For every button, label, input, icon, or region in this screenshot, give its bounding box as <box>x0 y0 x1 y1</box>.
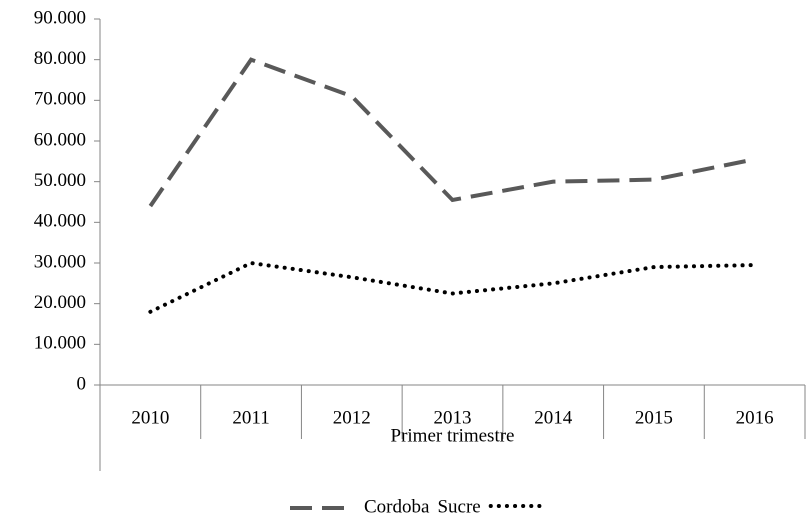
series-line <box>148 260 757 314</box>
x-axis-label: Primer trimestre <box>391 425 515 446</box>
y-tick-label: 30.000 <box>34 251 86 272</box>
y-tick-label: 20.000 <box>34 292 86 313</box>
y-tick-label: 60.000 <box>34 129 86 150</box>
x-tick-label: 2013 <box>434 407 472 428</box>
y-tick-label: 0 <box>77 373 87 394</box>
legend-label: Cordoba <box>364 496 430 517</box>
x-tick-label: 2010 <box>131 407 169 428</box>
y-tick-label: 40.000 <box>34 211 86 232</box>
legend-label: Sucre <box>437 496 480 517</box>
x-tick-label: 2012 <box>333 407 371 428</box>
y-tick-label: 80.000 <box>34 48 86 69</box>
x-tick-label: 2015 <box>635 407 673 428</box>
y-tick-label: 70.000 <box>34 89 86 110</box>
x-tick-label: 2011 <box>232 407 269 428</box>
x-tick-label: 2016 <box>736 407 774 428</box>
y-tick-label: 10.000 <box>34 333 86 354</box>
series-line <box>148 57 756 208</box>
x-tick-label: 2014 <box>534 407 573 428</box>
y-tick-label: 50.000 <box>34 170 86 191</box>
y-tick-label: 90.000 <box>34 7 86 28</box>
